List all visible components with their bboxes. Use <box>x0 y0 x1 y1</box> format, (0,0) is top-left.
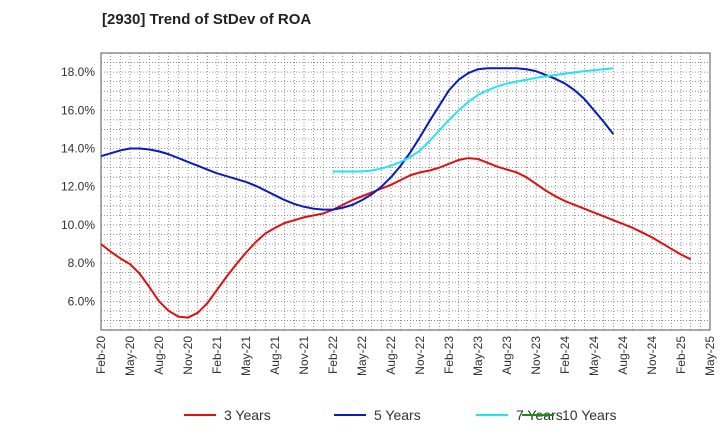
legend: 3 Years 5 Years 7 Years 10 Years <box>184 407 617 423</box>
x-tick-label: Aug-24 <box>616 336 630 375</box>
x-tick-label: Feb-23 <box>442 336 456 374</box>
x-tick-label: May-25 <box>703 336 717 376</box>
grid <box>101 53 710 330</box>
y-tick-label: 8.0% <box>68 256 96 270</box>
y-tick-label: 10.0% <box>61 218 95 232</box>
chart-title: [2930] Trend of StDev of ROA <box>102 11 312 28</box>
legend-label: 3 Years <box>224 407 271 423</box>
x-tick-label: May-21 <box>239 336 253 376</box>
x-tick-label: Nov-24 <box>645 336 659 375</box>
x-tick-label: Nov-22 <box>413 336 427 375</box>
x-tick-label: Aug-22 <box>384 336 398 375</box>
x-tick-label: Nov-21 <box>297 336 311 375</box>
x-axis: Feb-20 May-20 Aug-20 Nov-20 Feb-21 May-21 Aug-… <box>94 336 717 376</box>
y-tick-label: 12.0% <box>61 180 95 194</box>
series-line <box>333 67 614 173</box>
series <box>100 67 692 319</box>
series-line <box>100 67 615 211</box>
y-axis: 6.0% 8.0% 10.0% 12.0% 14.0% 16.0% 18.0% <box>61 65 95 308</box>
x-tick-label: May-23 <box>471 336 485 376</box>
plot-area <box>101 53 710 330</box>
x-tick-label: Feb-25 <box>674 336 688 374</box>
x-tick-label: Nov-20 <box>181 336 195 375</box>
y-tick-label: 6.0% <box>68 294 96 308</box>
x-tick-label: May-22 <box>355 336 369 376</box>
legend-label: 10 Years <box>562 407 617 423</box>
y-tick-label: 16.0% <box>61 103 95 117</box>
legend-label: 5 Years <box>374 407 421 423</box>
x-tick-label: May-20 <box>123 336 137 376</box>
y-tick-label: 14.0% <box>61 142 95 156</box>
plot-border <box>100 52 711 331</box>
x-tick-label: Feb-20 <box>94 336 108 374</box>
x-tick-label: Nov-23 <box>529 336 543 375</box>
series-line <box>100 157 692 319</box>
y-tick-label: 18.0% <box>61 65 95 79</box>
x-tick-label: Aug-23 <box>500 336 514 375</box>
x-tick-label: Feb-24 <box>558 336 572 374</box>
x-tick-label: May-24 <box>587 336 601 376</box>
x-tick-label: Aug-21 <box>268 336 282 375</box>
x-tick-label: Feb-22 <box>326 336 340 374</box>
x-tick-label: Feb-21 <box>210 336 224 374</box>
x-tick-label: Aug-20 <box>152 336 166 375</box>
